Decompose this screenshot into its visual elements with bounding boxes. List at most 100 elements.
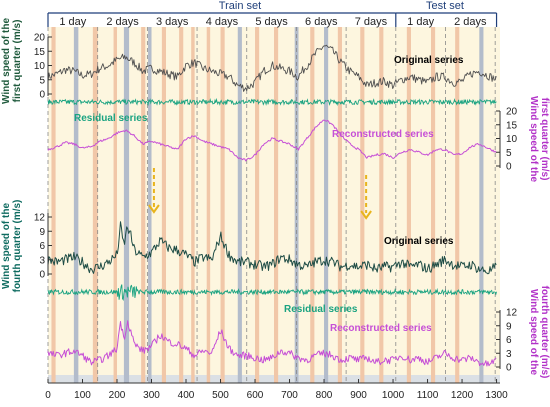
q4-right-axis-tick-label-0: 0	[506, 363, 512, 374]
q1-right-ylabel-line1: Wind speed of the	[528, 96, 539, 182]
q1-original-series-label: Original series	[394, 55, 464, 66]
q4-right-axis-tick-label-4: 12	[506, 308, 518, 319]
q1-right-axis-tick-label-3: 15	[506, 120, 518, 131]
header-brackets: 1 day 2 days 3 days 4 days 5 days 6 days 7 day…	[47, 12, 498, 28]
salmon-band-2	[113, 27, 118, 383]
q4-right-axis-tick-label-1: 3	[506, 349, 512, 360]
blue-band-0	[73, 27, 79, 383]
blue-band-3	[237, 27, 242, 383]
salmon-band-17	[455, 27, 460, 383]
blue-band-1	[123, 27, 130, 383]
q1-left-axis-tick-label-2: 10	[34, 61, 46, 72]
x-tick-label-13: 1300	[485, 390, 508, 401]
q4-right-ylabel-line2: fourth quarter (m/s)	[539, 286, 550, 379]
arrow-right	[360, 175, 372, 220]
train-set-label: Train set	[219, 0, 261, 12]
segment-label-7: 1 day	[407, 16, 434, 28]
salmon-band-13	[360, 27, 365, 383]
x-tick-label-11: 1100	[417, 390, 439, 401]
x-tick-label-12: 1200	[451, 390, 474, 401]
q1-left-axis-tick-label-0: 0	[39, 90, 45, 101]
q1-reconstructed-series-label: Reconstructed series	[332, 129, 434, 140]
segment-label-6: 7 days	[355, 16, 388, 28]
q4-left-axis: 0 3 6 9 12	[34, 213, 52, 281]
salmon-band-10	[274, 27, 279, 383]
q1-left-axis-tick-label-4: 20	[34, 33, 46, 44]
q4-left-axis-tick-label-1: 3	[39, 255, 45, 266]
q4-right-axis: 0 3 6 9 12	[496, 308, 518, 374]
arrows	[148, 168, 372, 220]
arrow-left	[148, 168, 160, 214]
q4-right-axis-tick-label-3: 9	[506, 321, 512, 332]
salmon-band-1	[92, 27, 98, 383]
q1-ylabel-line1: Wind speed of the	[1, 18, 12, 104]
segment-label-8: 2 days	[454, 16, 487, 28]
x-tick-label-10: 1000	[382, 390, 405, 401]
arrow-left-head	[148, 204, 160, 214]
blue-band-5	[324, 27, 329, 383]
x-tick-label-8: 800	[316, 390, 333, 401]
test-set-label: Test set	[426, 0, 464, 12]
x-tick-label-4: 400	[178, 390, 195, 401]
x-tick-label-5: 500	[212, 390, 229, 401]
salmon-band-7	[206, 27, 211, 383]
q1-right-axis-tick-label-1: 5	[506, 148, 512, 159]
salmon-band-16	[430, 27, 436, 383]
x-tick-label-9: 900	[350, 390, 367, 401]
segment-label-0: 1 day	[59, 16, 86, 28]
q4-reconstructed-line	[47, 320, 497, 367]
q1-left-axis-tick-label-1: 5	[39, 75, 45, 86]
q4-reconstructed-series-label: Reconstructed series	[330, 323, 432, 334]
blue-band-6	[479, 27, 484, 383]
q4-ylabel-line2: fourth quarter (m/s)	[12, 200, 23, 293]
x-tick-label-1: 100	[74, 390, 91, 401]
q4-left-axis-tick-label-3: 9	[39, 227, 45, 238]
q4-residual-line	[47, 284, 497, 302]
q4-right-ylabel-line1: Wind speed of the	[528, 289, 539, 375]
q4-original-line	[47, 221, 497, 275]
salmon-band-6	[191, 27, 195, 383]
q1-residual-series-label: Residual series	[74, 113, 148, 124]
q1-ylabel-line2: first quarter (m/s)	[12, 20, 23, 103]
q4-original-series-label: Original series	[384, 236, 454, 247]
q1-right-axis-tick-label-2: 10	[506, 134, 518, 145]
q1-right-axis-tick-label-4: 20	[506, 107, 518, 118]
q1-left-axis: 0 5 10 15 20	[34, 33, 52, 101]
segment-label-3: 4 days	[206, 16, 239, 28]
q4-right-axis-tick-label-2: 6	[506, 335, 512, 346]
q1-residual-line	[47, 97, 497, 107]
arrow-right-head	[360, 210, 372, 220]
q1-left-axis-tick-label-3: 15	[34, 47, 46, 58]
q1-right-ylabel-line2: first quarter (m/s)	[539, 98, 550, 181]
q4-left-axis-tick-label-0: 0	[39, 270, 45, 281]
salmon-band-3	[141, 27, 146, 383]
segment-label-5: 6 days	[305, 16, 338, 28]
salmon-band-12	[337, 27, 342, 383]
segment-divider-lines	[47, 27, 496, 383]
q4-residual-series-label: Residual series	[284, 304, 358, 315]
q4-left-axis-tick-label-4: 12	[34, 213, 46, 224]
segment-label-4: 5 days	[255, 16, 288, 28]
series-lines	[47, 44, 497, 367]
x-tick-label-3: 300	[143, 390, 160, 401]
segment-label-1: 2 days	[106, 16, 139, 28]
salmon-band-14	[379, 27, 384, 383]
q4-ylabel-line1: Wind speed of the	[1, 203, 12, 289]
q1-right-axis: 0 5 10 15 20	[496, 107, 518, 173]
segment-label-2: 3 days	[156, 16, 189, 28]
q1-original-line	[47, 44, 497, 92]
q1-reconstructed-line	[47, 119, 497, 162]
salmon-band-5	[179, 27, 184, 383]
q4-left-axis-tick-label-2: 6	[39, 241, 45, 252]
x-tick-label-6: 600	[247, 390, 264, 401]
salmon-band-4	[161, 27, 167, 383]
salmon-band-11	[310, 27, 315, 383]
q1-right-axis-tick-label-0: 0	[506, 162, 512, 173]
x-axis: 0 100 200 300 400 500 600 700 800 900 1000 1100 1200…	[45, 379, 508, 401]
salmon-band-9	[255, 27, 260, 383]
salmon-band-15	[406, 27, 411, 383]
salmon-band-8	[220, 27, 225, 383]
x-tick-label-7: 700	[281, 390, 298, 401]
